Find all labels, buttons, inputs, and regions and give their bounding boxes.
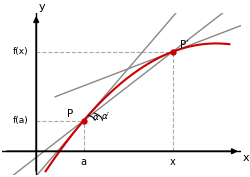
Text: f(a): f(a): [13, 116, 28, 125]
Text: α′: α′: [101, 112, 109, 121]
Text: a: a: [80, 157, 86, 167]
Text: y: y: [38, 2, 45, 12]
Text: f(x): f(x): [13, 47, 28, 56]
Text: x: x: [169, 157, 175, 167]
Text: x: x: [242, 153, 248, 163]
Text: α: α: [92, 113, 98, 122]
Text: P: P: [67, 109, 73, 119]
Text: P′: P′: [179, 40, 188, 50]
